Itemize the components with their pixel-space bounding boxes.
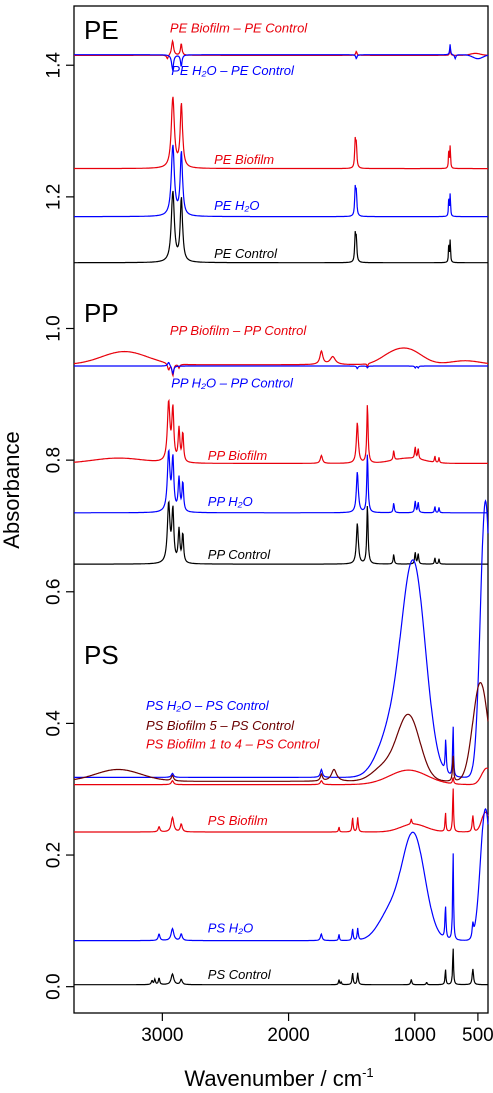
spectrum-line-9	[74, 500, 488, 565]
spectrum-line-1	[74, 44, 489, 72]
panel-labels: PE PP PS	[84, 15, 119, 670]
plot-frame	[73, 5, 489, 1014]
y-tick-label: 1.2	[44, 184, 65, 210]
x-tick-label: 2000	[267, 1025, 309, 1046]
trace-label-11: PS Biofilm 5 – PS Control	[146, 718, 295, 733]
trace-label-15: PS Control	[208, 967, 272, 982]
spectrum-line-12	[74, 767, 489, 786]
spectrum-line-4	[74, 190, 488, 264]
trace-label-6: PP H₂O – PP Control	[171, 376, 294, 391]
trace-label-5: PP Biofilm – PP Control	[170, 323, 307, 338]
spectra-traces	[73, 38, 489, 986]
x-axis-title-superscript: -1	[362, 1065, 374, 1080]
trace-label-9: PP Control	[208, 547, 271, 562]
panel-label-pe: PE	[84, 15, 119, 45]
x-tick-label: 1000	[394, 1025, 436, 1046]
y-tick-label: 0.2	[44, 842, 65, 868]
y-tick-label: 0.4	[44, 710, 65, 737]
spectrum-line-6	[74, 361, 488, 376]
spectrum-line-8	[74, 448, 488, 514]
trace-label-2: PE Biofilm	[214, 152, 274, 167]
x-axis-title: Wavenumber / cm-1	[184, 1065, 373, 1091]
spectrum-line-13	[74, 788, 489, 833]
y-axis-title: Absorbance	[0, 431, 24, 548]
trace-label-10: PS H₂O – PS Control	[146, 698, 270, 713]
trace-label-7: PP Biofilm	[208, 448, 268, 463]
trace-label-13: PS Biofilm	[208, 813, 268, 828]
spectrum-line-14	[74, 807, 489, 942]
spectrum-line-2	[74, 96, 488, 170]
y-tick-label: 0.6	[44, 579, 65, 605]
trace-labels: PE Biofilm – PE Control PE H₂O – PE Contr…	[146, 20, 321, 981]
panel-label-pp: PP	[84, 298, 119, 328]
y-tick-label: 1.0	[44, 315, 65, 341]
spectrum-line-0	[74, 38, 488, 60]
panel-label-ps: PS	[84, 640, 119, 670]
x-axis-title-text: Wavenumber / cm	[184, 1066, 362, 1091]
y-axis: 0.0 0.2 0.4 0.6 0.8 1.0 1.2 1.4	[44, 52, 74, 1000]
trace-label-1: PE H₂O – PE Control	[171, 63, 295, 78]
trace-label-14: PS H₂O	[208, 921, 253, 936]
y-tick-label: 0.8	[44, 447, 65, 473]
trace-label-0: PE Biofilm – PE Control	[170, 20, 308, 35]
trace-label-8: PP H₂O	[208, 494, 253, 509]
spectrum-line-10	[74, 499, 489, 778]
x-axis: 3000 2000 1000 500	[141, 1013, 493, 1046]
x-tick-label: 500	[462, 1025, 493, 1046]
spectrum-line-7	[73, 398, 488, 464]
spectrum-line-11	[74, 681, 489, 782]
trace-label-4: PE Control	[214, 246, 278, 261]
x-tick-label: 3000	[141, 1025, 183, 1046]
trace-label-3: PE H₂O	[214, 198, 259, 213]
y-tick-label: 1.4	[44, 52, 65, 79]
spectrum-line-3	[74, 144, 488, 218]
spectrum-line-15	[74, 948, 488, 986]
spectrum-line-5	[73, 347, 488, 378]
trace-label-12: PS Biofilm 1 to 4 – PS Control	[146, 736, 321, 751]
y-tick-label: 0.0	[44, 973, 65, 999]
